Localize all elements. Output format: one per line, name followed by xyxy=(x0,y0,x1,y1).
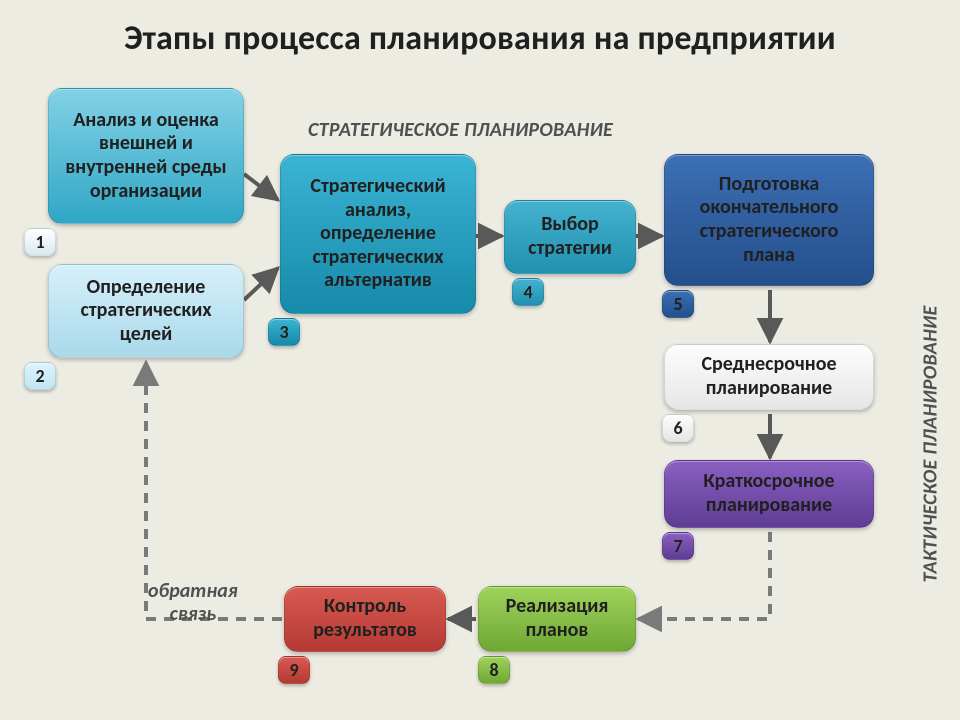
node-label: Выбор стратегии xyxy=(515,213,625,260)
node-badge-5: 5 xyxy=(662,290,694,318)
node-label: Среднесрочное планирование xyxy=(675,353,863,400)
section-tactical-label: ТАКТИЧЕСКОЕ ПЛАНИРОВАНИЕ xyxy=(919,305,943,582)
node-label: Определение стратегических целей xyxy=(59,276,233,347)
page-title: Этапы процесса планирования на предприят… xyxy=(0,18,960,59)
node-label: Анализ и оценка внешней и внутренней сре… xyxy=(59,109,233,203)
node-label: Реализация планов xyxy=(489,595,625,642)
node-badge-1: 1 xyxy=(24,228,56,256)
node-shortterm-planning: Краткосрочное планирование xyxy=(664,460,874,528)
node-label: Стратегический анализ, определение страт… xyxy=(291,175,465,293)
node-strategic-goals: Определение стратегических целей xyxy=(48,264,244,358)
section-strategic-label: СТРАТЕГИЧЕСКОЕ ПЛАНИРОВАНИЕ xyxy=(308,118,613,142)
node-implementation: Реализация планов xyxy=(478,586,636,652)
node-badge-2: 2 xyxy=(24,362,56,390)
node-badge-7: 7 xyxy=(662,532,694,560)
node-badge-4: 4 xyxy=(512,278,544,306)
node-badge-9: 9 xyxy=(278,656,310,684)
node-strategic-analysis: Стратегический анализ, определение страт… xyxy=(280,154,476,314)
node-final-plan: Подготовка окончательного стратегическог… xyxy=(664,154,874,286)
node-midterm-planning: Среднесрочное планирование xyxy=(664,344,874,410)
node-badge-6: 6 xyxy=(662,414,694,442)
node-label: Контроль результатов xyxy=(295,595,435,642)
node-label: Подготовка окончательного стратегическог… xyxy=(675,173,863,267)
node-badge-8: 8 xyxy=(478,656,510,684)
node-choose-strategy: Выбор стратегии xyxy=(504,200,636,274)
node-analysis-environment: Анализ и оценка внешней и внутренней сре… xyxy=(48,88,244,224)
diagram-canvas: Этапы процесса планирования на предприят… xyxy=(0,0,960,720)
node-badge-3: 3 xyxy=(268,318,300,346)
node-label: Краткосрочное планирование xyxy=(675,470,863,517)
node-control-results: Контроль результатов xyxy=(284,586,446,652)
feedback-label: обратнаясвязь xyxy=(148,580,238,626)
